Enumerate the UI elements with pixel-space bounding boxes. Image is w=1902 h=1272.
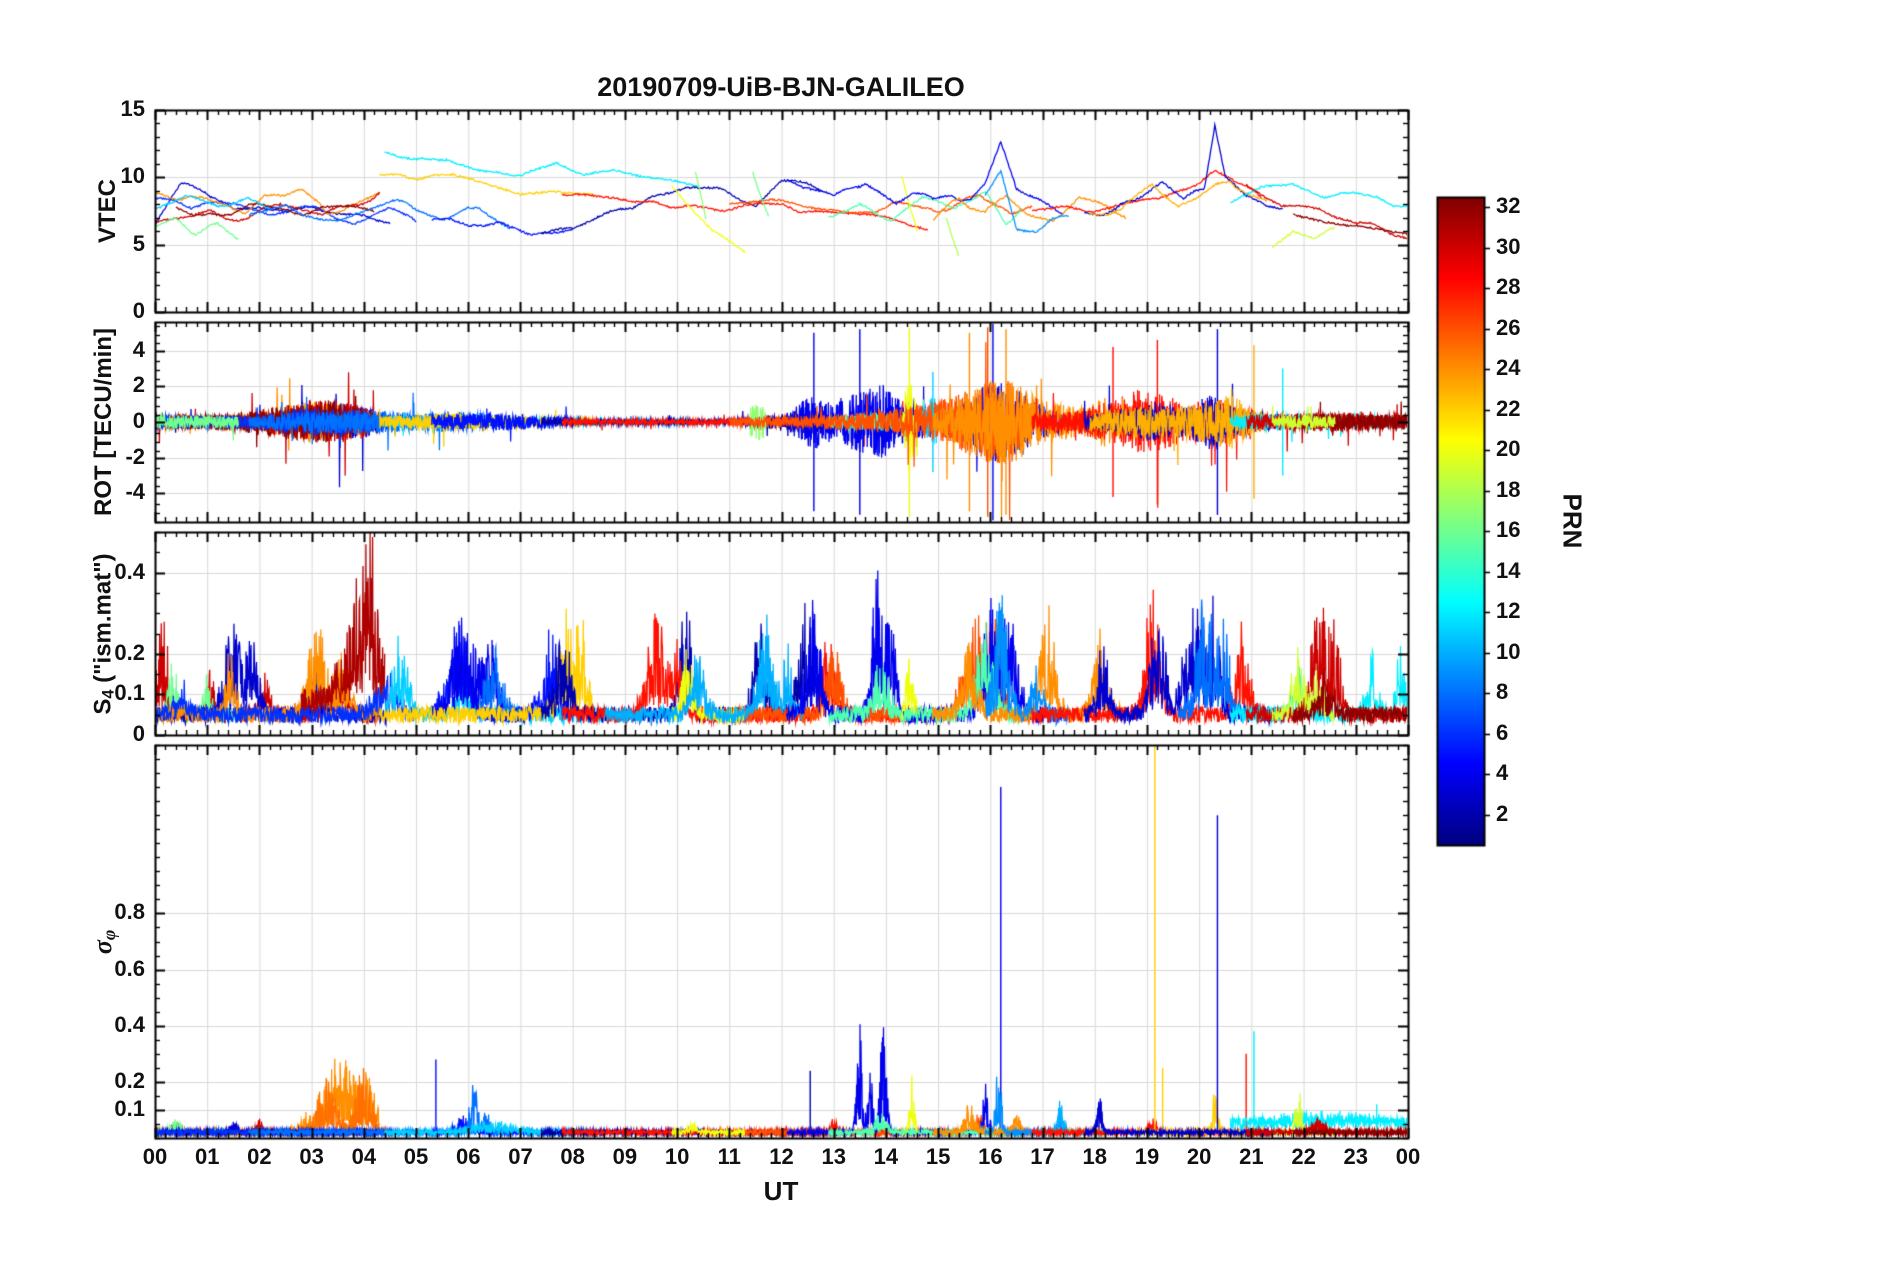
colorbar-tick-label: 16	[1496, 517, 1521, 543]
x-tick-label: 00	[142, 1144, 168, 1169]
y-tick-label-sigma_phi: 0.8	[114, 899, 145, 925]
y-tick-label-vtec: 0	[132, 298, 145, 323]
y-axis-label-rot: ROT [TECU/min]	[90, 328, 118, 516]
colorbar-tick-label: 8	[1496, 679, 1509, 705]
y-tick-label-rot: 2	[132, 372, 145, 398]
x-tick-label: 10	[664, 1144, 690, 1169]
x-tick-label: 11	[717, 1144, 741, 1169]
colorbar-tick-label: 18	[1496, 476, 1521, 502]
y-axis-label-text: σ	[88, 939, 118, 954]
x-tick-label: 05	[403, 1144, 429, 1169]
x-tick-label: 00	[1395, 1144, 1421, 1169]
y-tick-label-vtec: 5	[132, 230, 145, 256]
y-tick-label-sigma_phi: 0.2	[114, 1067, 145, 1093]
y-tick-label-s4: 0	[132, 721, 145, 746]
x-tick-label: 13	[821, 1144, 846, 1169]
y-tick-label-rot: -2	[125, 443, 145, 469]
x-tick-label: 18	[1082, 1144, 1107, 1169]
y-axis-label-sigma_phi: σφ	[88, 929, 120, 953]
x-tick-label: 07	[508, 1144, 533, 1169]
x-tick-label: 14	[873, 1144, 899, 1169]
y-tick-label-sigma_phi: 0.4	[114, 1011, 145, 1037]
x-tick-label: 15	[925, 1144, 951, 1169]
y-tick-label-s4: 0.1	[114, 680, 145, 706]
x-tick-label: 08	[560, 1144, 585, 1169]
colorbar-tick-label: 10	[1496, 638, 1521, 664]
colorbar-tick-label: 24	[1496, 355, 1521, 381]
colorbar-tick-label: 12	[1496, 598, 1521, 624]
y-tick-label-s4: 0.2	[114, 639, 145, 665]
y-tick-label-rot: -4	[125, 479, 145, 505]
x-tick-label: 09	[612, 1144, 638, 1169]
x-tick-label: 17	[1030, 1144, 1055, 1169]
y-axis-label-subscript: φ	[98, 929, 119, 940]
x-tick-label: 01	[194, 1144, 220, 1169]
colorbar-tick-label: 4	[1496, 760, 1509, 786]
y-tick-label-s4: 0.4	[114, 558, 145, 584]
x-tick-label: 06	[456, 1144, 481, 1169]
y-tick-label-vtec: 10	[120, 163, 145, 189]
colorbar-tick-label: 26	[1496, 314, 1521, 340]
y-tick-label-rot: 0	[132, 408, 145, 433]
y-axis-label-suffix: ("ism.mat")	[89, 552, 117, 690]
colorbar-tick-label: 28	[1496, 274, 1521, 300]
colorbar-tick-label: 20	[1496, 436, 1521, 462]
y-axis-label-text: VTEC	[94, 178, 121, 244]
x-tick-label: 22	[1291, 1144, 1316, 1169]
colorbar-tick-label: 30	[1496, 233, 1521, 259]
x-axis-label: UT	[763, 1176, 799, 1206]
x-tick-label: 04	[351, 1144, 377, 1169]
y-axis-label-subscript: 4	[99, 689, 118, 699]
y-tick-label-vtec: 15	[120, 96, 145, 121]
x-tick-label: 12	[769, 1144, 794, 1169]
y-tick-label-sigma_phi: 0.1	[114, 1095, 145, 1121]
x-tick-label: 20	[1186, 1144, 1212, 1169]
x-tick-label: 19	[1134, 1144, 1160, 1169]
colorbar-tick-label: 2	[1496, 800, 1509, 826]
y-tick-label-rot: 4	[132, 336, 145, 362]
x-tick-label: 02	[247, 1144, 272, 1169]
y-tick-label-sigma_phi: 0.6	[114, 955, 145, 981]
colorbar-tick-label: 14	[1496, 557, 1521, 583]
colorbar-tick-label: 6	[1496, 719, 1509, 745]
y-axis-label-text: ROT [TECU/min]	[90, 328, 117, 516]
chart-title: 20190709-UiB-BJN-GALILEO	[597, 72, 965, 102]
y-axis-label-vtec: VTEC	[94, 179, 122, 243]
colorbar-tick-label: 22	[1496, 395, 1521, 421]
x-tick-label: 16	[978, 1144, 1003, 1169]
x-tick-label: 23	[1343, 1144, 1369, 1169]
x-tick-label: 21	[1239, 1144, 1264, 1169]
y-axis-label-text: S	[89, 698, 117, 715]
colorbar-tick-label: 32	[1496, 193, 1521, 219]
x-tick-label: 03	[299, 1144, 324, 1169]
y-axis-label-s4: S4 ("ism.mat")	[89, 553, 118, 714]
